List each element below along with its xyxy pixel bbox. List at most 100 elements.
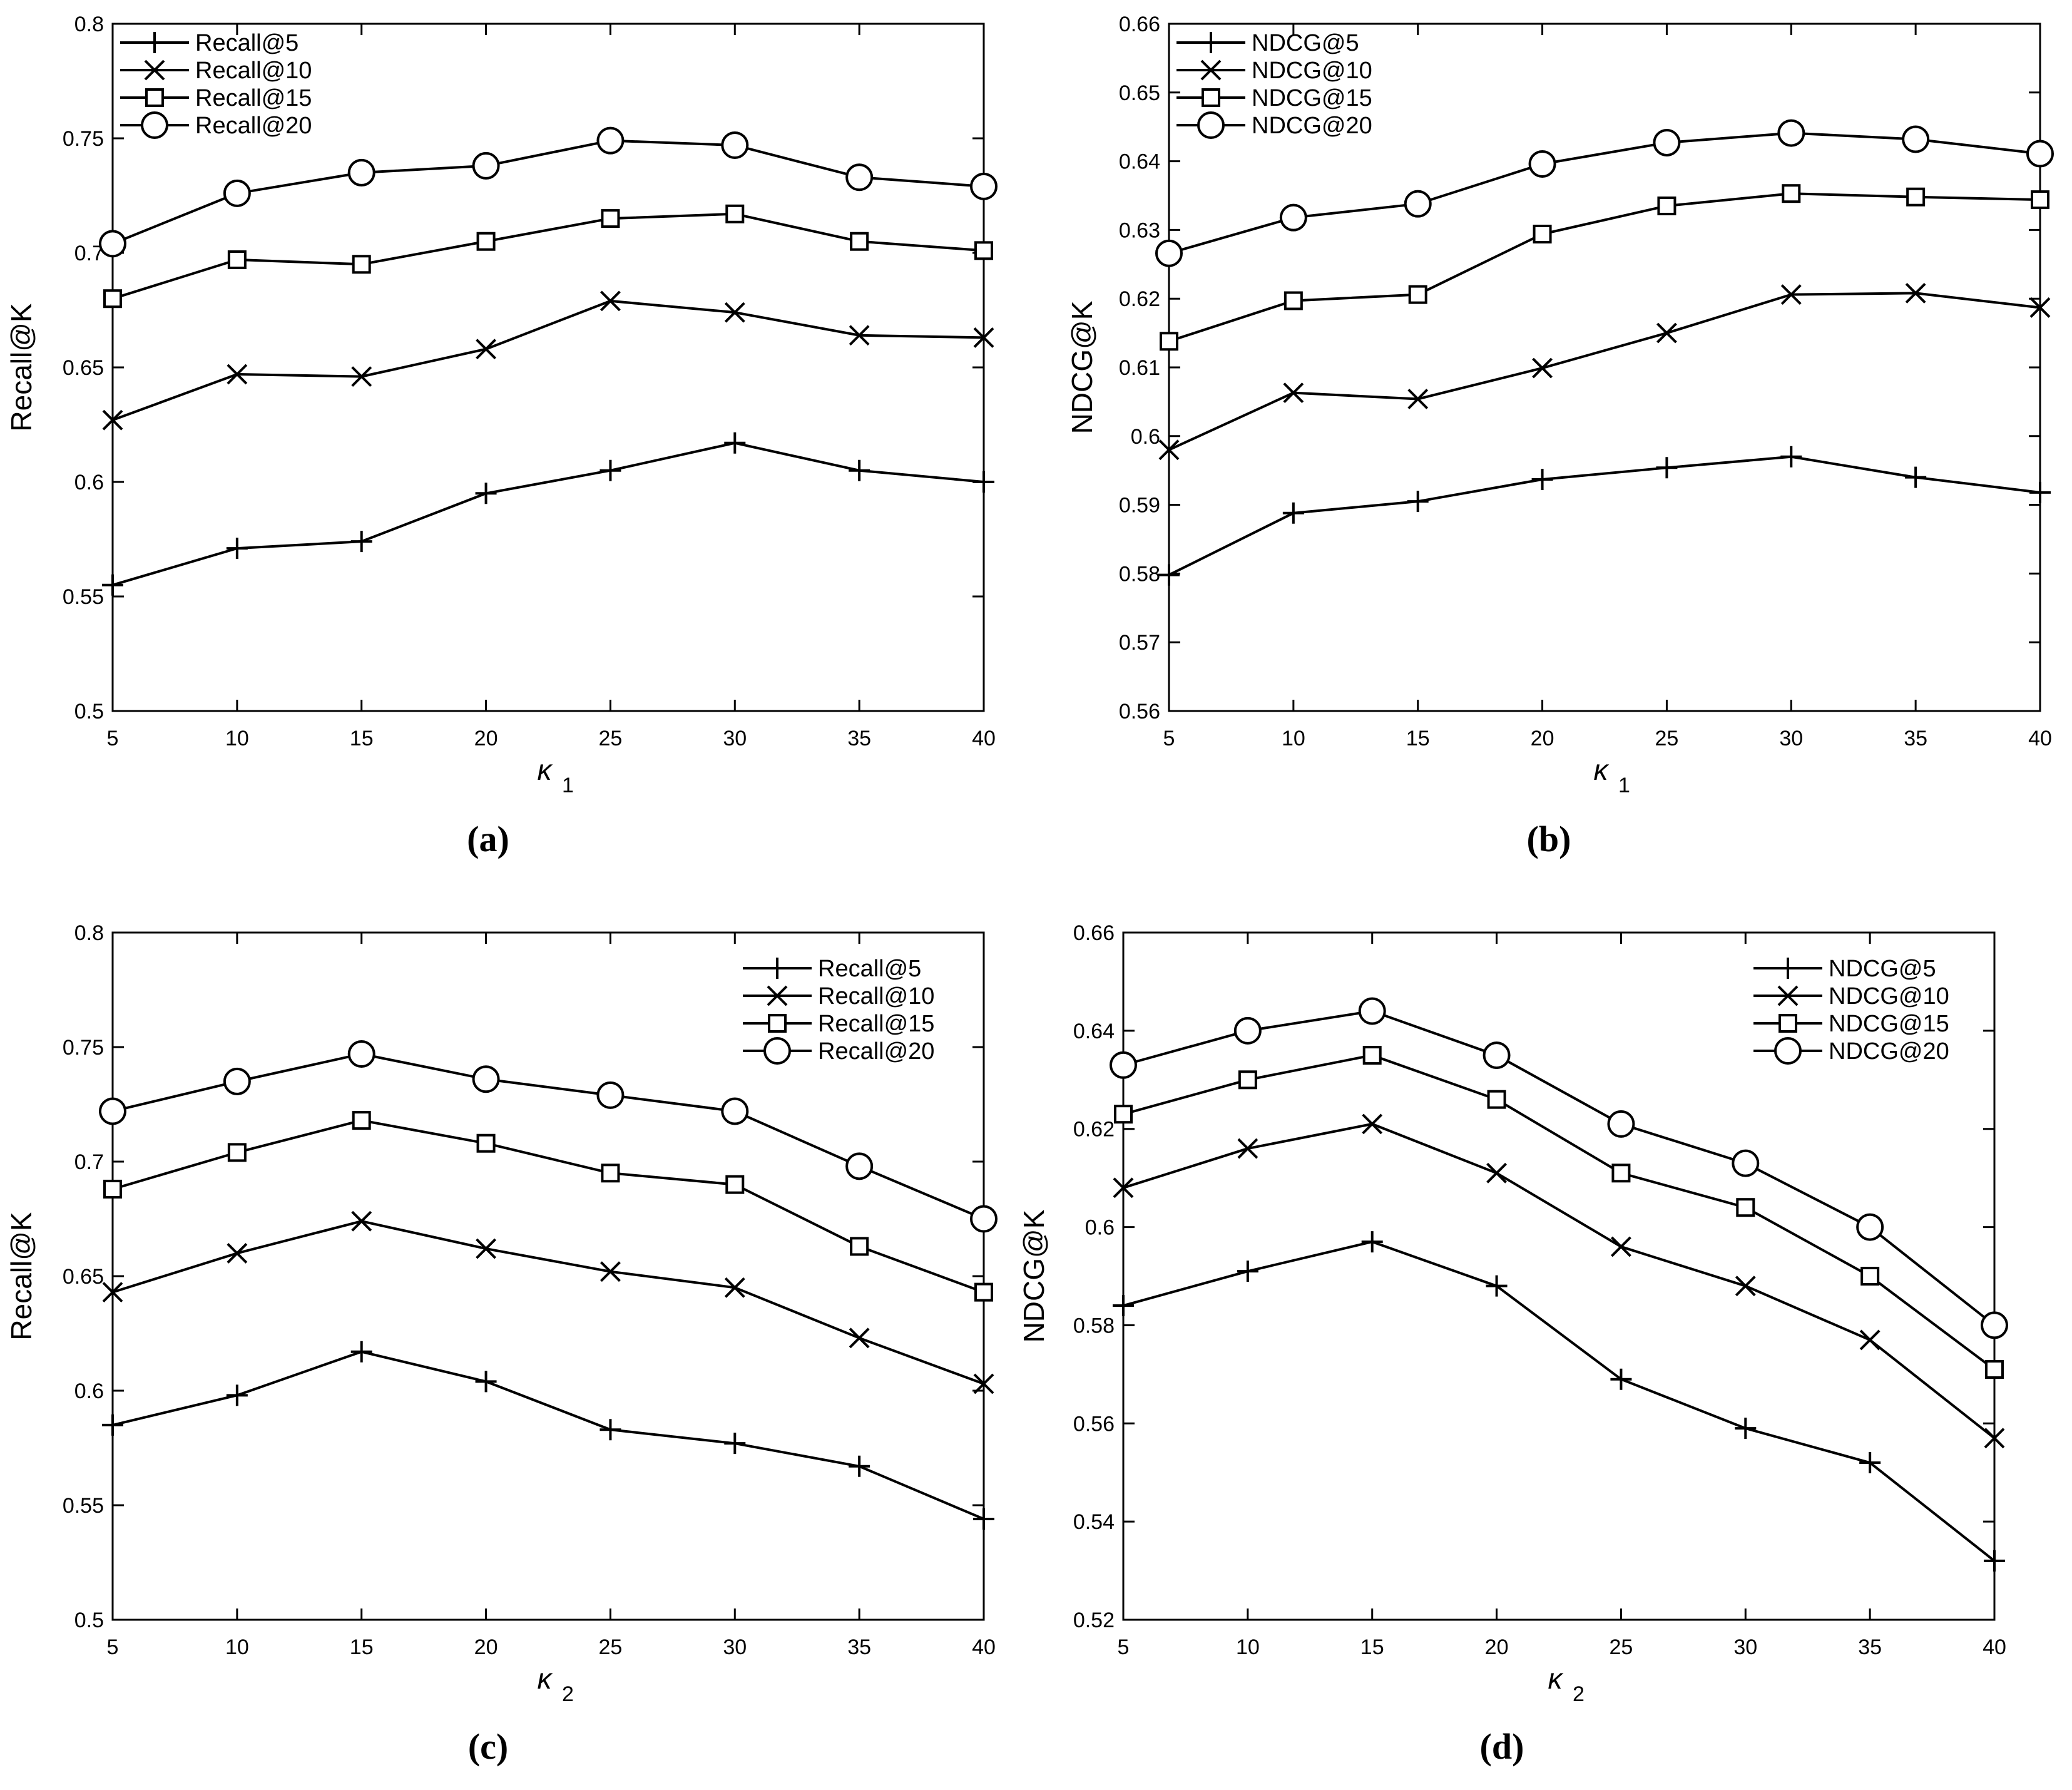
series-Recall@5 [102,432,994,596]
legend-marker [1777,958,1799,979]
data-point [227,364,248,385]
x-tick-label: 5 [1118,1635,1130,1659]
chart-panel-c: 5 10 15 20 25 30 35 40 0.5 0.55 0.6 0.65 0.7 0.75 0.8 R… [5,921,998,1767]
x-axis-label: κ [1548,1662,1564,1695]
data-point [1780,446,1802,468]
data-point [600,290,621,312]
series-NDCG@15 [1114,1046,2004,1379]
series-line [1123,1122,1996,1440]
legend-label: Recall@20 [195,113,312,139]
data-point [601,1164,620,1183]
legend-label: NDCG@5 [1252,30,1359,56]
legend-label: NDCG@15 [1829,1011,1949,1037]
x-tick-label: 25 [599,727,623,750]
legend-marker [767,958,788,979]
chart-panel-b: 5 10 15 20 25 30 35 40 0.56 0.57 0.58 0.59 0.6 0.61 0.… [1066,13,2054,859]
series-Recall@20 [99,1040,998,1233]
x-tick-label: 10 [1282,727,1305,750]
y-tick-label: 0.57 [1119,631,1160,655]
data-point [2031,190,2049,210]
data-point [596,126,625,155]
data-point [850,232,869,251]
data-point [1158,439,1180,461]
data-point [601,209,620,228]
legend-label: NDCG@10 [1829,983,1949,1010]
x-tick-label: 30 [723,727,747,750]
y-tick-label: 0.58 [1119,562,1160,586]
data-point [1984,1550,2005,1572]
data-point [724,302,745,323]
series-NDCG@10 [1113,1113,2005,1449]
y-tick-label: 0.8 [74,921,104,945]
x-tick-label: 20 [474,1635,498,1659]
data-point [1732,1149,1760,1177]
data-point [1233,1016,1262,1045]
legend-entry: Recall@5 [120,30,299,56]
x-tick-label: 20 [1485,1635,1509,1659]
series-NDCG@5 [1113,1231,2005,1572]
data-point [103,1179,122,1199]
data-point [1859,1329,1881,1351]
data-point [1113,1177,1134,1199]
data-point [1906,187,1926,207]
y-tick-label: 0.64 [1119,150,1160,174]
y-tick-label: 0.62 [1119,287,1160,311]
data-point [724,1277,745,1298]
data-point [1284,291,1303,310]
y-tick-label: 0.65 [63,1265,104,1289]
data-point [1487,1090,1506,1109]
data-point [476,1238,496,1259]
x-tick-label: 15 [1406,727,1430,750]
data-point [99,1097,126,1125]
data-point [1282,502,1304,524]
x-tick-label: 5 [1163,727,1175,750]
x-tick-label: 40 [972,1635,996,1659]
data-point [223,1067,251,1095]
series-NDCG@5 [1158,446,2051,586]
data-point [1110,1051,1137,1079]
series-Recall@10 [102,1210,994,1394]
legend-marker [763,1037,791,1065]
panel-caption: (c) [468,1726,508,1767]
data-point [974,241,993,260]
data-point [102,574,123,596]
data-point [226,538,248,560]
y-tick-label: 0.52 [1073,1608,1115,1632]
data-point [1607,1110,1635,1138]
x-tick-label: 40 [972,727,996,750]
legend-marker [767,985,788,1006]
legend-marker [1774,1037,1802,1065]
data-point [102,1414,123,1436]
y-tick-label: 0.6 [1085,1216,1115,1240]
series-line [1168,455,2041,576]
data-point [725,1175,745,1194]
data-point [845,163,874,192]
series-NDCG@10 [1158,283,2051,461]
x-axis-label: κ [538,754,553,786]
data-point [1736,1198,1755,1217]
data-point [2029,481,2051,503]
y-tick-label: 0.61 [1119,356,1160,380]
y-axis-label: Recall@K [5,1212,38,1341]
y-tick-label: 0.58 [1073,1314,1115,1337]
data-point [1238,1070,1257,1090]
legend-entry: Recall@15 [743,1011,934,1037]
data-point [1984,1428,2005,1449]
legend-label: Recall@5 [818,956,921,982]
data-point [227,1143,247,1162]
data-point [1483,1041,1511,1070]
series-line [1123,1010,1996,1326]
data-point [1905,283,1926,304]
data-point [1361,1231,1383,1253]
y-axis-label: NDCG@K [1018,1209,1050,1342]
legend-marker [145,88,164,107]
data-point [223,179,251,207]
data-point [1531,468,1553,490]
series-Recall@15 [103,204,993,309]
series-NDCG@20 [1110,997,2008,1339]
data-point [1407,491,1429,513]
x-axis-label-subscript: 2 [1573,1682,1585,1706]
series-Recall@10 [102,290,994,431]
data-point [849,325,870,346]
legend-entry: Recall@10 [743,983,934,1010]
